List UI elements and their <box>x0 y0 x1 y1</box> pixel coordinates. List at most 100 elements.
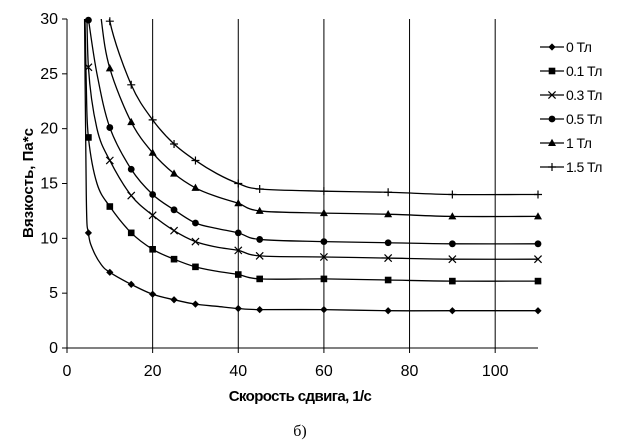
legend: 0 Тл 0.1 Тл 0.3 Тл 0.5 Тл 1 Тл 1.5 Тл <box>540 39 603 175</box>
data-point-series-2 <box>256 275 263 283</box>
data-point-series-6 <box>448 190 457 199</box>
data-point-series-6 <box>170 140 179 149</box>
data-point-series-1 <box>448 307 456 315</box>
legend-label: 1.5 Тл <box>566 159 602 175</box>
data-point-series-6 <box>148 115 157 124</box>
data-point-series-4 <box>149 191 157 198</box>
series-line-3 <box>86 19 538 260</box>
series-line-4 <box>87 19 538 245</box>
y-tick-label: 30 <box>40 11 58 28</box>
data-point-series-4 <box>127 165 135 173</box>
data-point-series-5 <box>234 199 243 207</box>
data-point-series-4 <box>192 219 199 227</box>
data-point-series-3 <box>384 254 393 263</box>
data-point-series-2 <box>320 275 328 283</box>
data-point-series-6 <box>384 188 393 197</box>
data-point-series-4 <box>106 124 114 131</box>
series-line-5 <box>100 19 538 218</box>
x-tick-label: 40 <box>229 363 247 380</box>
data-point-series-4 <box>234 229 242 237</box>
x-axis-title: Скорость сдвига, 1/с <box>229 388 372 405</box>
legend-marker <box>548 115 556 123</box>
legend-item: 0.1 Тл <box>540 63 603 79</box>
legend-item: 0.5 Тл <box>540 111 603 127</box>
x-tick-label: 20 <box>144 363 162 380</box>
data-point-series-3 <box>234 246 243 255</box>
data-point-series-6 <box>191 156 200 165</box>
data-point-series-4 <box>448 240 456 248</box>
data-point-series-2 <box>127 229 135 237</box>
legend-item: 1 Тл <box>540 135 592 151</box>
data-point-series-3 <box>127 191 136 200</box>
data-point-series-4 <box>256 236 264 243</box>
data-point-series-3 <box>191 237 200 246</box>
series-line-6 <box>108 19 538 196</box>
y-tick-label: 5 <box>49 285 58 302</box>
grid-lines <box>152 19 496 348</box>
legend-item: 1.5 Тл <box>540 159 603 175</box>
y-axis-title: Вязкость, Па*с <box>20 128 37 238</box>
data-point-series-3 <box>319 252 328 262</box>
y-tick-label: 10 <box>40 230 58 247</box>
data-point-series-3 <box>170 226 179 235</box>
legend-label: 0.3 Тл <box>566 87 602 103</box>
data-point-series-2 <box>149 246 156 253</box>
y-tick-label: 0 <box>49 340 58 357</box>
data-point-series-4 <box>320 238 328 246</box>
data-point-series-4 <box>170 206 178 214</box>
data-point-series-5 <box>384 210 393 218</box>
data-point-series-5 <box>448 212 457 220</box>
data-point-series-3 <box>255 251 264 260</box>
data-point-series-1 <box>191 300 200 308</box>
data-point-series-6 <box>234 179 243 188</box>
x-tick-label: 60 <box>315 363 333 380</box>
data-point-series-4 <box>384 239 392 247</box>
data-point-series-6 <box>319 187 328 196</box>
data-point-series-2 <box>192 263 199 271</box>
data-point-series-1 <box>106 268 114 276</box>
data-point-series-5 <box>105 64 114 72</box>
data-point-series-2 <box>85 134 92 141</box>
data-point-series-6 <box>105 17 114 26</box>
data-point-series-6 <box>255 184 264 193</box>
data-point-series-5 <box>170 169 179 177</box>
data-point-series-5 <box>255 206 264 214</box>
data-point-series-1 <box>234 304 242 313</box>
legend-label: 0 Тл <box>566 39 592 55</box>
series-line-2 <box>84 19 538 282</box>
data-point-series-1 <box>256 306 264 314</box>
data-point-series-3 <box>448 255 457 264</box>
legend-item: 0.3 Тл <box>540 87 603 103</box>
legend-marker <box>547 90 557 100</box>
data-point-series-6 <box>534 190 542 199</box>
data-point-series-2 <box>384 276 392 284</box>
data-point-series-2 <box>106 203 114 210</box>
data-point-series-3 <box>105 156 114 165</box>
data-point-series-5 <box>534 212 542 220</box>
data-point-series-5 <box>191 183 200 191</box>
x-tick-label: 100 <box>482 363 509 380</box>
figure-caption: б) <box>293 423 306 440</box>
data-point-series-6 <box>127 80 136 89</box>
data-point-series-5 <box>319 208 328 217</box>
data-point-series-2 <box>234 271 242 278</box>
data-point-series-1 <box>127 280 135 288</box>
y-tick-label: 20 <box>40 121 58 138</box>
data-point-series-1 <box>84 229 93 237</box>
axes <box>62 18 538 353</box>
marker-group <box>84 16 543 315</box>
data-point-series-3 <box>148 211 157 220</box>
tick-labels: 0 5 10 15 20 25 30 0 20 40 60 80 100 <box>40 11 508 380</box>
data-point-series-1 <box>149 290 157 298</box>
data-point-series-5 <box>148 148 157 156</box>
legend-label: 0.1 Тл <box>566 63 602 79</box>
legend-marker <box>548 138 556 146</box>
data-point-series-2 <box>170 255 178 263</box>
data-point-series-3 <box>84 63 93 72</box>
legend-marker <box>548 67 556 75</box>
data-point-series-5 <box>127 117 136 126</box>
legend-label: 0.5 Тл <box>566 111 602 127</box>
data-point-series-2 <box>534 277 542 285</box>
y-tick-label: 15 <box>40 176 58 193</box>
